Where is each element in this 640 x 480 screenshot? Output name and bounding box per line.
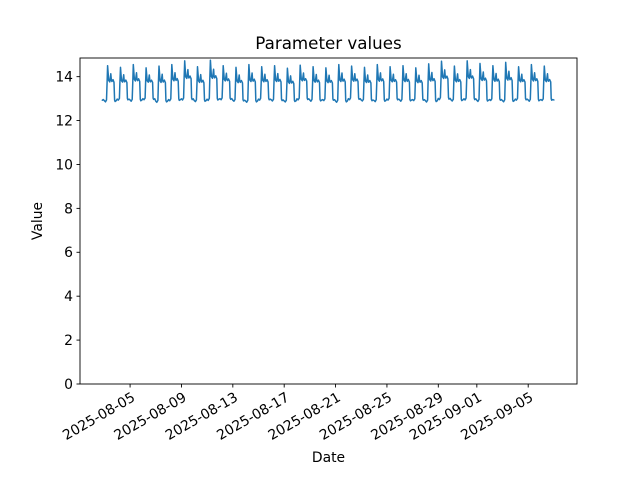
y-tick-label: 12 <box>55 113 73 129</box>
plot-border <box>79 57 578 385</box>
y-tick-label: 8 <box>64 201 73 217</box>
line-series <box>101 59 555 104</box>
parameter-line <box>101 59 555 104</box>
y-tick-label: 0 <box>64 377 73 393</box>
x-axis-label: Date <box>312 450 345 466</box>
y-tick-label: 2 <box>64 333 73 349</box>
y-tick-label: 6 <box>64 245 73 261</box>
y-tick-label: 4 <box>64 289 73 305</box>
x-axis: 2025-08-052025-08-092025-08-132025-08-17… <box>60 384 536 444</box>
y-axis: 0 2 4 6 8 10 12 14 <box>55 70 80 393</box>
y-tick-label: 14 <box>55 70 73 86</box>
chart-title: Parameter values <box>255 33 401 53</box>
plot-area <box>80 58 577 384</box>
y-axis-label: Value <box>30 202 46 240</box>
y-tick-label: 10 <box>55 157 73 173</box>
